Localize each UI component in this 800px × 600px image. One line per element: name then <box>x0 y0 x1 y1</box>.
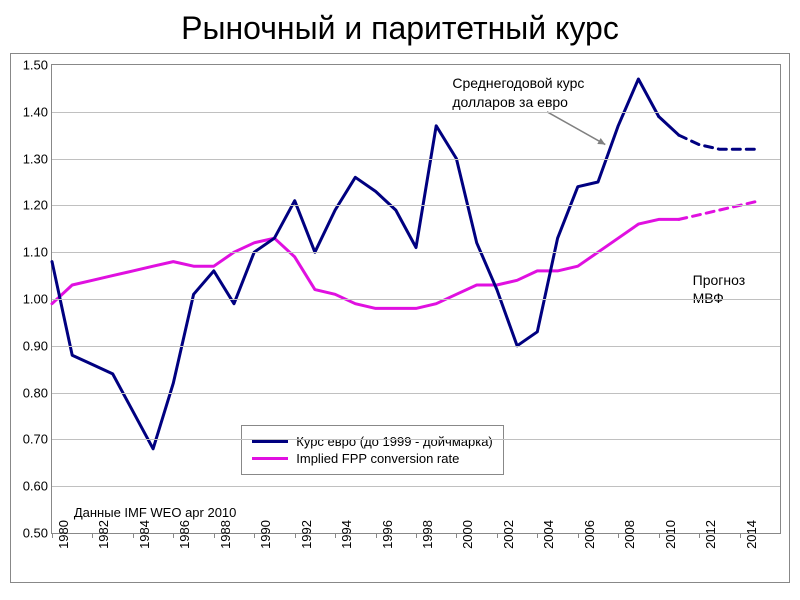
x-tick-label: 1994 <box>339 520 354 564</box>
x-tick-label: 1988 <box>218 520 233 564</box>
x-tick-label: 2008 <box>622 520 637 564</box>
legend-row: Курс евро (до 1999 - дойчмарка) <box>252 434 493 449</box>
x-tick <box>699 533 700 538</box>
x-tick-label: 1998 <box>420 520 435 564</box>
x-tick-label: 1980 <box>56 520 71 564</box>
y-tick-label: 0.80 <box>12 385 50 400</box>
x-tick <box>335 533 336 538</box>
x-tick <box>537 533 538 538</box>
x-tick <box>52 533 53 538</box>
x-tick-label: 1992 <box>299 520 314 564</box>
x-tick-label: 2000 <box>460 520 475 564</box>
gridline-horizontal <box>52 486 780 487</box>
x-tick-label: 1982 <box>96 520 111 564</box>
y-tick-label: 0.90 <box>12 338 50 353</box>
plot-area: Среднегодовой курс долларов за евро Прог… <box>51 64 781 534</box>
x-tick <box>295 533 296 538</box>
gridline-horizontal <box>52 393 780 394</box>
legend-swatch-icon <box>252 440 288 443</box>
x-tick <box>133 533 134 538</box>
x-tick-label: 2006 <box>582 520 597 564</box>
x-tick <box>92 533 93 538</box>
x-tick <box>578 533 579 538</box>
x-tick-label: 2002 <box>501 520 516 564</box>
y-tick-label: 1.00 <box>12 292 50 307</box>
legend-box: Курс евро (до 1999 - дойчмарка) Implied F… <box>241 425 504 475</box>
legend-label: Курс евро (до 1999 - дойчмарка) <box>296 434 493 449</box>
page-title: Рыночный и паритетный курс <box>0 10 800 47</box>
series-euro-rate-current <box>659 117 679 136</box>
x-tick-label: 2012 <box>703 520 718 564</box>
y-tick-label: 1.10 <box>12 245 50 260</box>
y-tick-label: 1.50 <box>12 58 50 73</box>
x-tick <box>376 533 377 538</box>
annotation-forecast-line1: Прогноз <box>693 272 746 288</box>
x-tick <box>740 533 741 538</box>
annotation-forecast: Прогноз МВФ <box>693 271 746 307</box>
y-tick-label: 0.50 <box>12 526 50 541</box>
y-tick-label: 1.20 <box>12 198 50 213</box>
x-tick-label: 2010 <box>663 520 678 564</box>
x-tick-label: 2004 <box>541 520 556 564</box>
series-ppp-rate <box>52 219 679 308</box>
y-tick-label: 0.60 <box>12 479 50 494</box>
gridline-horizontal <box>52 159 780 160</box>
y-tick-label: 1.40 <box>12 104 50 119</box>
x-tick-label: 1996 <box>380 520 395 564</box>
annotation-avg-rate: Среднегодовой курс долларов за евро <box>452 74 584 110</box>
x-tick <box>659 533 660 538</box>
gridline-horizontal <box>52 112 780 113</box>
x-tick <box>214 533 215 538</box>
x-tick <box>497 533 498 538</box>
x-tick <box>254 533 255 538</box>
x-tick <box>618 533 619 538</box>
chart-container: Среднегодовой курс долларов за евро Прог… <box>10 53 790 583</box>
x-tick <box>456 533 457 538</box>
annotation-avg-rate-line1: Среднегодовой курс <box>452 75 584 91</box>
gridline-horizontal <box>52 346 780 347</box>
source-label: Данные IMF WEO apr 2010 <box>74 505 237 520</box>
x-tick-label: 2014 <box>744 520 759 564</box>
arrow-line <box>547 112 605 145</box>
gridline-horizontal <box>52 205 780 206</box>
x-tick <box>173 533 174 538</box>
y-tick-label: 0.70 <box>12 432 50 447</box>
y-tick-label: 1.30 <box>12 151 50 166</box>
legend-label: Implied FPP conversion rate <box>296 451 459 466</box>
x-tick-label: 1984 <box>137 520 152 564</box>
series-ppp-rate-forecast <box>679 201 760 220</box>
gridline-horizontal <box>52 252 780 253</box>
gridline-horizontal <box>52 439 780 440</box>
annotation-avg-rate-line2: долларов за евро <box>452 94 568 110</box>
x-tick-label: 1986 <box>177 520 192 564</box>
gridline-horizontal <box>52 299 780 300</box>
series-euro-rate-forecast <box>679 135 760 149</box>
legend-swatch-icon <box>252 457 288 460</box>
x-tick <box>416 533 417 538</box>
legend-row: Implied FPP conversion rate <box>252 451 493 466</box>
x-tick-label: 1990 <box>258 520 273 564</box>
